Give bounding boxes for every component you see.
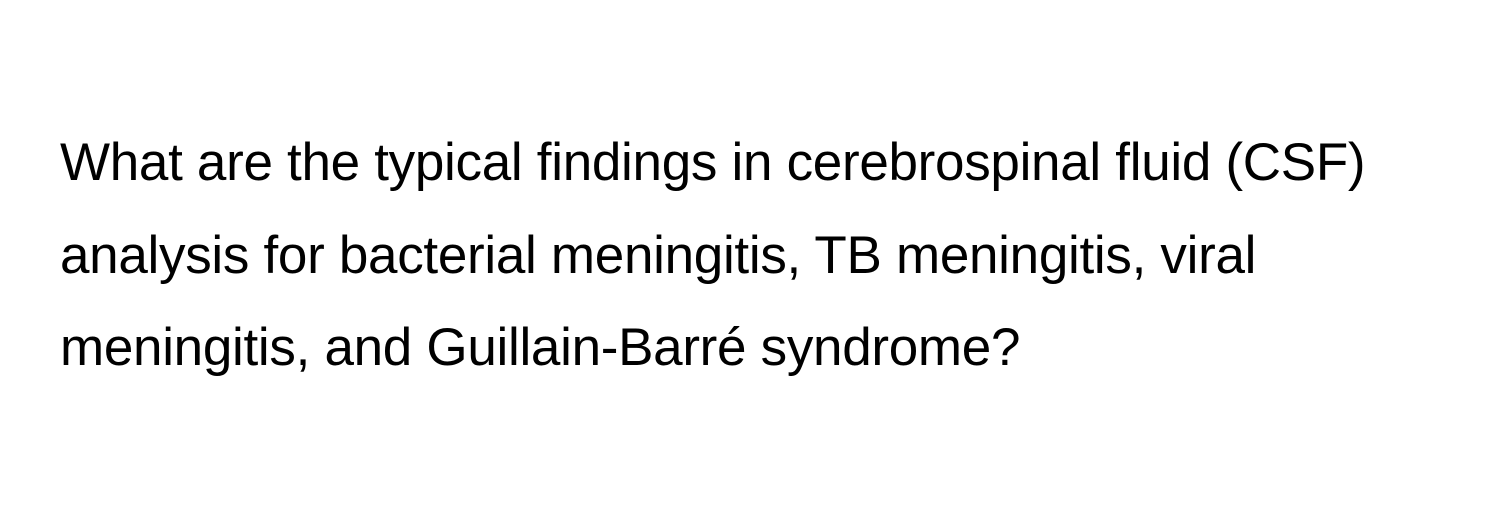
question-text: What are the typical findings in cerebro…: [60, 117, 1440, 395]
